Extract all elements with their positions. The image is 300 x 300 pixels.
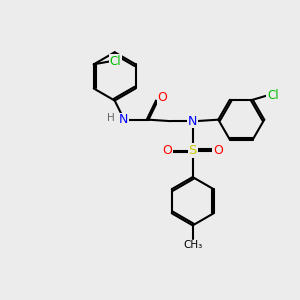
Text: Cl: Cl <box>110 55 121 68</box>
Text: Cl: Cl <box>267 89 279 102</box>
Text: O: O <box>213 144 223 157</box>
Text: N: N <box>188 115 197 128</box>
Text: N: N <box>119 113 128 126</box>
Text: H: H <box>107 112 115 123</box>
Text: O: O <box>158 92 168 104</box>
Text: CH₃: CH₃ <box>183 240 202 250</box>
Text: O: O <box>163 144 172 157</box>
Text: S: S <box>188 144 197 157</box>
